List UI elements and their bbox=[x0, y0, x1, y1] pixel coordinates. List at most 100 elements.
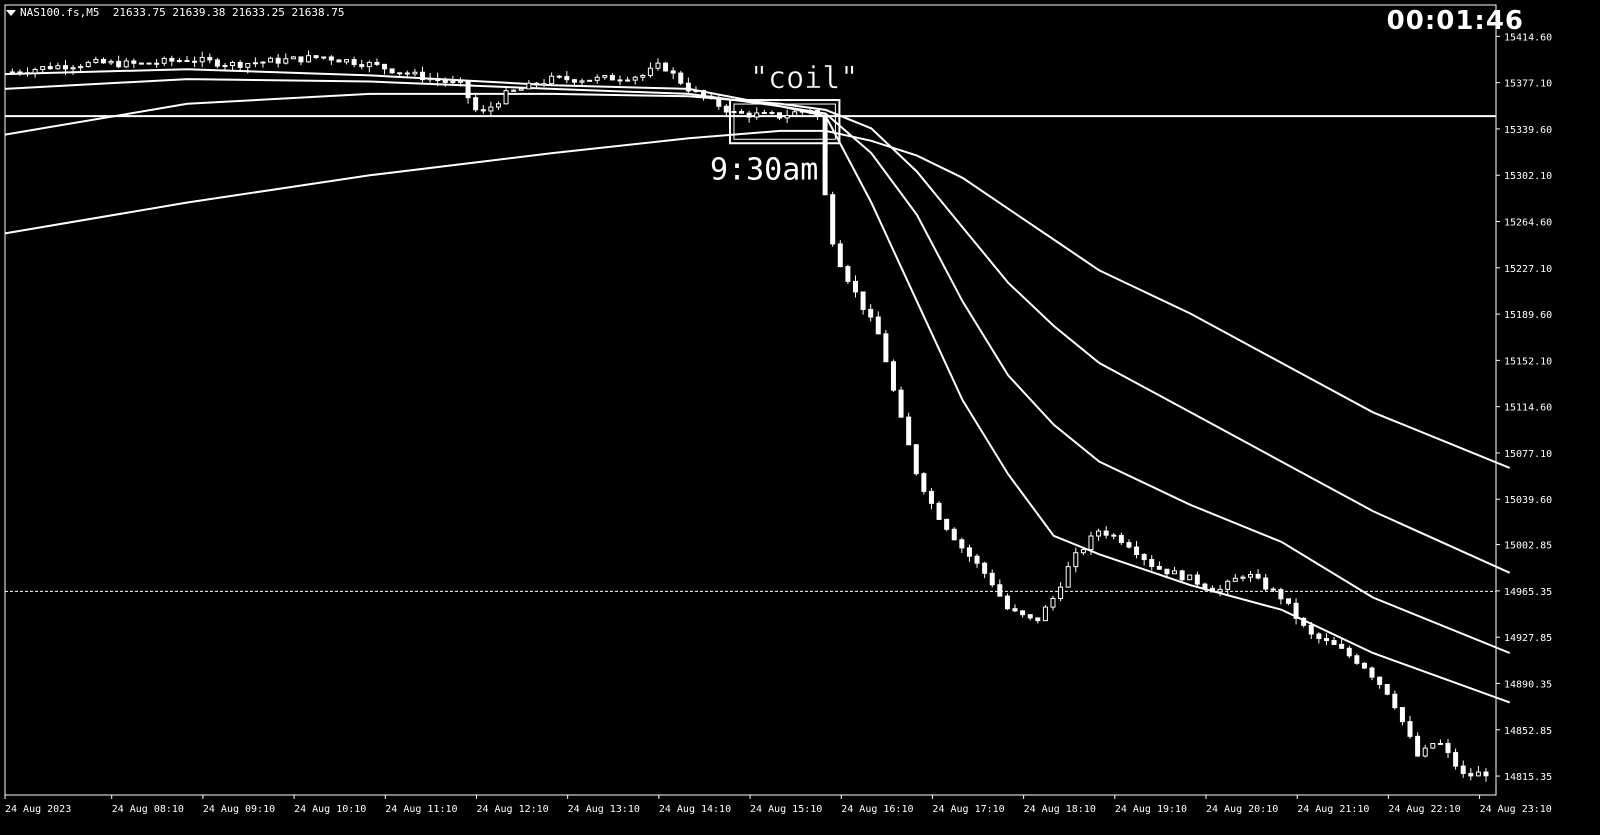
candle-body bbox=[974, 555, 980, 564]
candle-body bbox=[1164, 568, 1170, 575]
symbol-header: NAS100.fs,M5 21633.75 21639.38 21633.25 … bbox=[6, 6, 345, 19]
candle-body bbox=[328, 56, 334, 61]
candle-body bbox=[184, 60, 190, 63]
candle-body bbox=[131, 60, 137, 64]
candle-body bbox=[678, 72, 684, 84]
candle-body bbox=[382, 63, 388, 70]
candle-body bbox=[860, 291, 866, 310]
candle-body bbox=[1156, 566, 1162, 570]
candle-body bbox=[739, 111, 745, 114]
candle-body bbox=[571, 79, 577, 83]
candle-body bbox=[1050, 597, 1056, 608]
candle-body bbox=[268, 57, 274, 63]
candle-body bbox=[1202, 583, 1208, 589]
time-tick-label: 24 Aug 19:10 bbox=[1115, 804, 1187, 815]
candle-body bbox=[1027, 614, 1033, 619]
candle-body bbox=[306, 55, 312, 63]
candle-body bbox=[1361, 662, 1367, 669]
candle-body bbox=[754, 112, 760, 118]
candle-body bbox=[1415, 735, 1421, 757]
candle-body bbox=[1377, 676, 1383, 685]
candle-body bbox=[161, 57, 167, 64]
candle-body bbox=[1369, 667, 1375, 678]
candle-body bbox=[1042, 606, 1048, 622]
candle-body bbox=[784, 115, 790, 119]
moving-average-line-2 bbox=[4, 78, 1511, 654]
coil-box-inner bbox=[733, 103, 836, 140]
candle-body bbox=[9, 71, 15, 74]
candle-body bbox=[100, 58, 106, 64]
time-tick-label: 24 Aug 20:10 bbox=[1206, 804, 1278, 815]
candle-body bbox=[936, 502, 942, 520]
candle-body bbox=[989, 572, 995, 586]
time-tick-label: 24 Aug 2023 bbox=[5, 804, 71, 815]
candle-body bbox=[1346, 647, 1352, 657]
candle-body bbox=[1058, 586, 1064, 599]
candle-body bbox=[283, 58, 289, 64]
coil-box[interactable] bbox=[728, 99, 841, 145]
time-tick-label: 24 Aug 18:10 bbox=[1024, 804, 1096, 815]
candle-body bbox=[93, 58, 99, 63]
ohlc-readout: 21633.75 21639.38 21633.25 21638.75 bbox=[112, 6, 345, 19]
candle-body bbox=[1483, 771, 1489, 777]
candle-body bbox=[777, 112, 783, 119]
candle-body bbox=[230, 61, 236, 66]
moving-average-line-4 bbox=[4, 129, 1511, 469]
candle-body bbox=[1179, 570, 1185, 581]
candle-body bbox=[997, 584, 1003, 597]
candle-body bbox=[1475, 771, 1481, 777]
candle-body bbox=[1012, 608, 1018, 612]
candle-body bbox=[252, 62, 258, 65]
candle-body bbox=[1020, 610, 1026, 616]
candle-body bbox=[473, 97, 479, 111]
candle-body bbox=[192, 60, 198, 63]
candle-body bbox=[761, 112, 767, 115]
candle-body bbox=[336, 59, 342, 63]
candle-body bbox=[374, 61, 380, 65]
candle-body bbox=[1149, 559, 1155, 568]
candle-body bbox=[693, 90, 699, 93]
candle-body bbox=[176, 60, 182, 63]
candle-body bbox=[169, 57, 175, 62]
candle-body bbox=[1331, 640, 1337, 645]
candle-body bbox=[298, 56, 304, 63]
candle-body bbox=[427, 78, 433, 81]
candle-body bbox=[906, 416, 912, 446]
candle-body bbox=[1293, 602, 1299, 619]
moving-average-line-3 bbox=[4, 92, 1511, 574]
candle-body bbox=[290, 56, 296, 60]
candle-body bbox=[1323, 638, 1329, 642]
price-tick-label: 15039.60 bbox=[1504, 495, 1552, 506]
candle-body bbox=[966, 547, 972, 557]
candle-body bbox=[746, 112, 752, 118]
candle-body bbox=[366, 61, 372, 68]
candle-body bbox=[1255, 573, 1261, 579]
candle-body bbox=[1172, 570, 1178, 575]
collapse-triangle-icon[interactable] bbox=[6, 10, 16, 16]
candle-body bbox=[207, 56, 213, 61]
candle-body bbox=[632, 76, 638, 81]
price-tick-label: 15264.60 bbox=[1504, 218, 1552, 229]
time-tick-label: 24 Aug 17:10 bbox=[932, 804, 1004, 815]
candle-body bbox=[1301, 617, 1307, 626]
candle-body bbox=[1430, 743, 1436, 749]
candle-body bbox=[359, 64, 365, 68]
candle-body bbox=[1073, 552, 1079, 568]
symbol-label: NAS100.fs,M5 bbox=[20, 6, 100, 19]
candle-body bbox=[807, 109, 813, 112]
candle-body bbox=[845, 266, 851, 282]
candle-body bbox=[435, 78, 441, 82]
price-tick-label: 14890.35 bbox=[1504, 679, 1552, 690]
candle-body bbox=[344, 59, 350, 63]
candle-body bbox=[701, 90, 707, 97]
price-tick-label: 15339.60 bbox=[1504, 125, 1552, 136]
time-tick-label: 24 Aug 08:10 bbox=[112, 804, 184, 815]
candle-body bbox=[199, 56, 205, 63]
candle-body bbox=[245, 62, 251, 68]
candle-body bbox=[1096, 530, 1102, 537]
time-tick-label: 24 Aug 13:10 bbox=[568, 804, 640, 815]
candle-body bbox=[24, 72, 30, 75]
candle-body bbox=[465, 81, 471, 99]
candle-body bbox=[146, 62, 152, 65]
